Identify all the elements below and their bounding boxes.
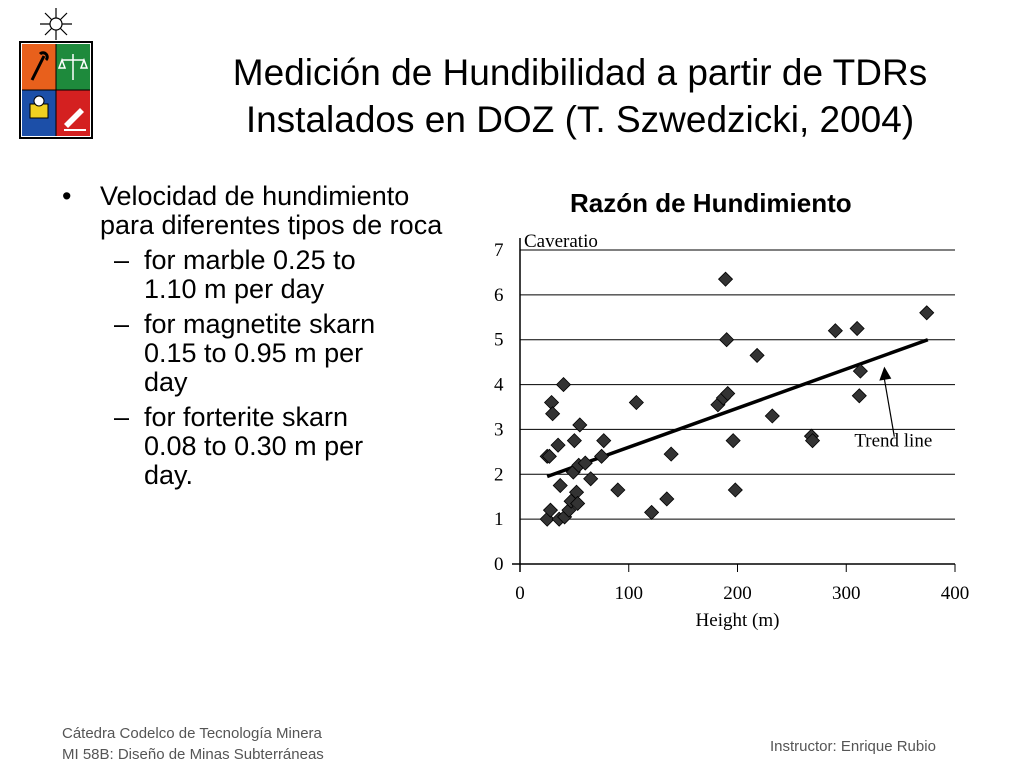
sub-bullet-forterite: – for forterite skarn 0.08 to 0.30 m per…	[62, 403, 462, 490]
sub-bullet-text: 0.15 to 0.95 m per	[144, 338, 364, 368]
data-point	[764, 408, 780, 424]
x-tick-label: 400	[941, 583, 970, 604]
annotation-arrow-line	[883, 378, 895, 437]
data-point	[644, 504, 660, 520]
data-point	[596, 433, 612, 449]
sub-bullet-text: 1.10 m per day	[144, 274, 325, 304]
data-point	[577, 455, 593, 471]
y-tick-label: 5	[494, 330, 504, 351]
data-point	[572, 417, 588, 433]
data-point	[541, 448, 557, 464]
dash-icon: –	[114, 309, 130, 339]
data-point	[550, 437, 566, 453]
annotation-label: Trend line	[854, 431, 932, 452]
y-tick-label: 7	[494, 240, 504, 261]
scatter-chart: 0 1 2 3 4 5 6 7 0 100 200 300 400 Caveratio Height (m)…	[494, 231, 970, 631]
data-point	[749, 347, 765, 363]
y-axis-label: Caveratio	[524, 231, 598, 252]
data-point	[804, 433, 821, 449]
x-tick-label: 0	[515, 583, 525, 604]
sub-bullet-text: day.	[144, 460, 194, 490]
sub-bullet-text: day	[144, 367, 188, 397]
sub-bullet-text: for marble 0.25 to	[144, 245, 356, 275]
data-point	[720, 385, 736, 402]
bullet-list: • Velocidad de hundimiento para diferent…	[62, 182, 462, 490]
y-tick-label: 0	[494, 554, 504, 575]
dash-icon: –	[114, 402, 130, 432]
sub-bullet-text: for forterite skarn	[144, 402, 349, 432]
data-point	[919, 305, 935, 321]
footer-subject: MI 58B: Diseño de Minas Subterráneas	[62, 746, 324, 763]
x-axis-label: Height (m)	[696, 610, 780, 631]
y-tick-label: 4	[494, 375, 504, 396]
dash-icon: –	[114, 245, 130, 275]
logo-quadrant-red	[56, 90, 90, 136]
footer-instructor: Instructor: Enrique Rubio	[770, 738, 936, 755]
star-emblem-icon	[40, 8, 72, 40]
bullet-dot-icon: •	[62, 181, 72, 211]
data-point	[552, 477, 568, 494]
data-point	[663, 446, 679, 462]
x-tick-label: 100	[615, 583, 644, 604]
data-point	[566, 433, 582, 449]
footer-course: Cátedra Codelco de Tecnología Minera	[62, 725, 322, 742]
sub-bullet-marble: – for marble 0.25 to 1.10 m per day	[62, 246, 462, 304]
y-tick-label: 2	[494, 464, 504, 485]
data-point	[593, 448, 610, 464]
data-point	[570, 495, 586, 512]
slide-title-line-1: Medición de Hundibilidad a partir de TDR…	[232, 52, 928, 93]
university-shield-logo	[19, 8, 93, 139]
data-point	[610, 482, 626, 498]
data-point	[545, 406, 561, 422]
data-point	[725, 433, 741, 449]
sub-bullet-magnetite: – for magnetite skarn 0.15 to 0.95 m per…	[62, 310, 462, 397]
data-point	[851, 388, 867, 404]
x-tick-label: 300	[832, 583, 861, 604]
data-point	[717, 271, 734, 287]
data-point	[727, 482, 743, 498]
x-tick-label: 200	[723, 583, 752, 604]
data-point	[583, 471, 599, 487]
data-point	[852, 363, 868, 379]
trend-line	[546, 338, 929, 479]
data-point	[719, 332, 735, 348]
data-point	[849, 320, 865, 337]
bullet-main-text: Velocidad de hundimiento para diferentes…	[100, 181, 443, 240]
data-point	[827, 323, 843, 339]
sub-bullet-text: for magnetite skarn	[144, 309, 376, 339]
y-tick-label: 6	[494, 285, 504, 306]
chart-title: Razón de Hundimiento	[570, 188, 852, 218]
data-point	[659, 491, 675, 507]
y-tick-label: 1	[494, 509, 504, 530]
bullet-main: • Velocidad de hundimiento para diferent…	[62, 182, 462, 240]
arrow-head-icon	[879, 366, 892, 381]
sub-bullet-text: 0.08 to 0.30 m per	[144, 431, 364, 461]
y-tick-label: 3	[494, 419, 504, 440]
data-point	[628, 394, 644, 411]
data-point	[555, 377, 572, 393]
data-point	[542, 502, 559, 518]
slide-title-line-2: Instalados en DOZ (T. Szwedzicki, 2004)	[245, 99, 915, 140]
